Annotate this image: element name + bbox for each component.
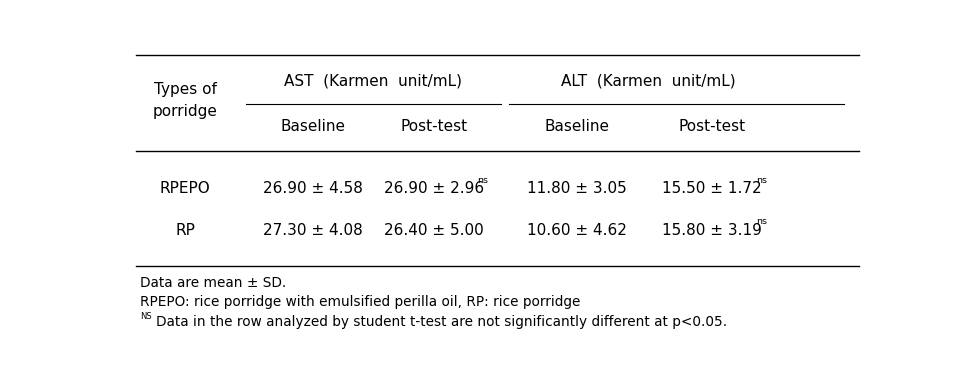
Text: Baseline: Baseline [281, 119, 346, 134]
Text: 10.60 ± 4.62: 10.60 ± 4.62 [526, 223, 626, 238]
Text: Types of
porridge: Types of porridge [152, 82, 218, 119]
Text: 15.50 ± 1.72: 15.50 ± 1.72 [662, 181, 762, 196]
Text: Baseline: Baseline [544, 119, 609, 134]
Text: Data are mean ± SD.: Data are mean ± SD. [140, 276, 286, 290]
Text: 11.80 ± 3.05: 11.80 ± 3.05 [527, 181, 626, 196]
Text: RPEPO: rice porridge with emulsified perilla oil, RP: rice porridge: RPEPO: rice porridge with emulsified per… [140, 295, 581, 309]
Text: RP: RP [176, 223, 195, 238]
Text: 27.30 ± 4.08: 27.30 ± 4.08 [263, 223, 363, 238]
Text: ns: ns [755, 176, 767, 185]
Text: ns: ns [755, 217, 767, 226]
Text: Post-test: Post-test [679, 119, 746, 134]
Text: Post-test: Post-test [400, 119, 467, 134]
Text: 26.90 ± 2.96: 26.90 ± 2.96 [384, 181, 484, 196]
Text: ns: ns [478, 176, 488, 185]
Text: 26.90 ± 4.58: 26.90 ± 4.58 [263, 181, 363, 196]
Text: Data in the row analyzed by student t-test are not significantly different at p<: Data in the row analyzed by student t-te… [156, 315, 727, 329]
Text: RPEPO: RPEPO [160, 181, 211, 196]
Text: ALT  (Karmen  unit/mL): ALT (Karmen unit/mL) [561, 73, 735, 88]
Text: 26.40 ± 5.00: 26.40 ± 5.00 [384, 223, 484, 238]
Text: NS: NS [140, 312, 151, 321]
Text: 15.80 ± 3.19: 15.80 ± 3.19 [662, 223, 762, 238]
Text: AST  (Karmen  unit/mL): AST (Karmen unit/mL) [285, 73, 462, 88]
